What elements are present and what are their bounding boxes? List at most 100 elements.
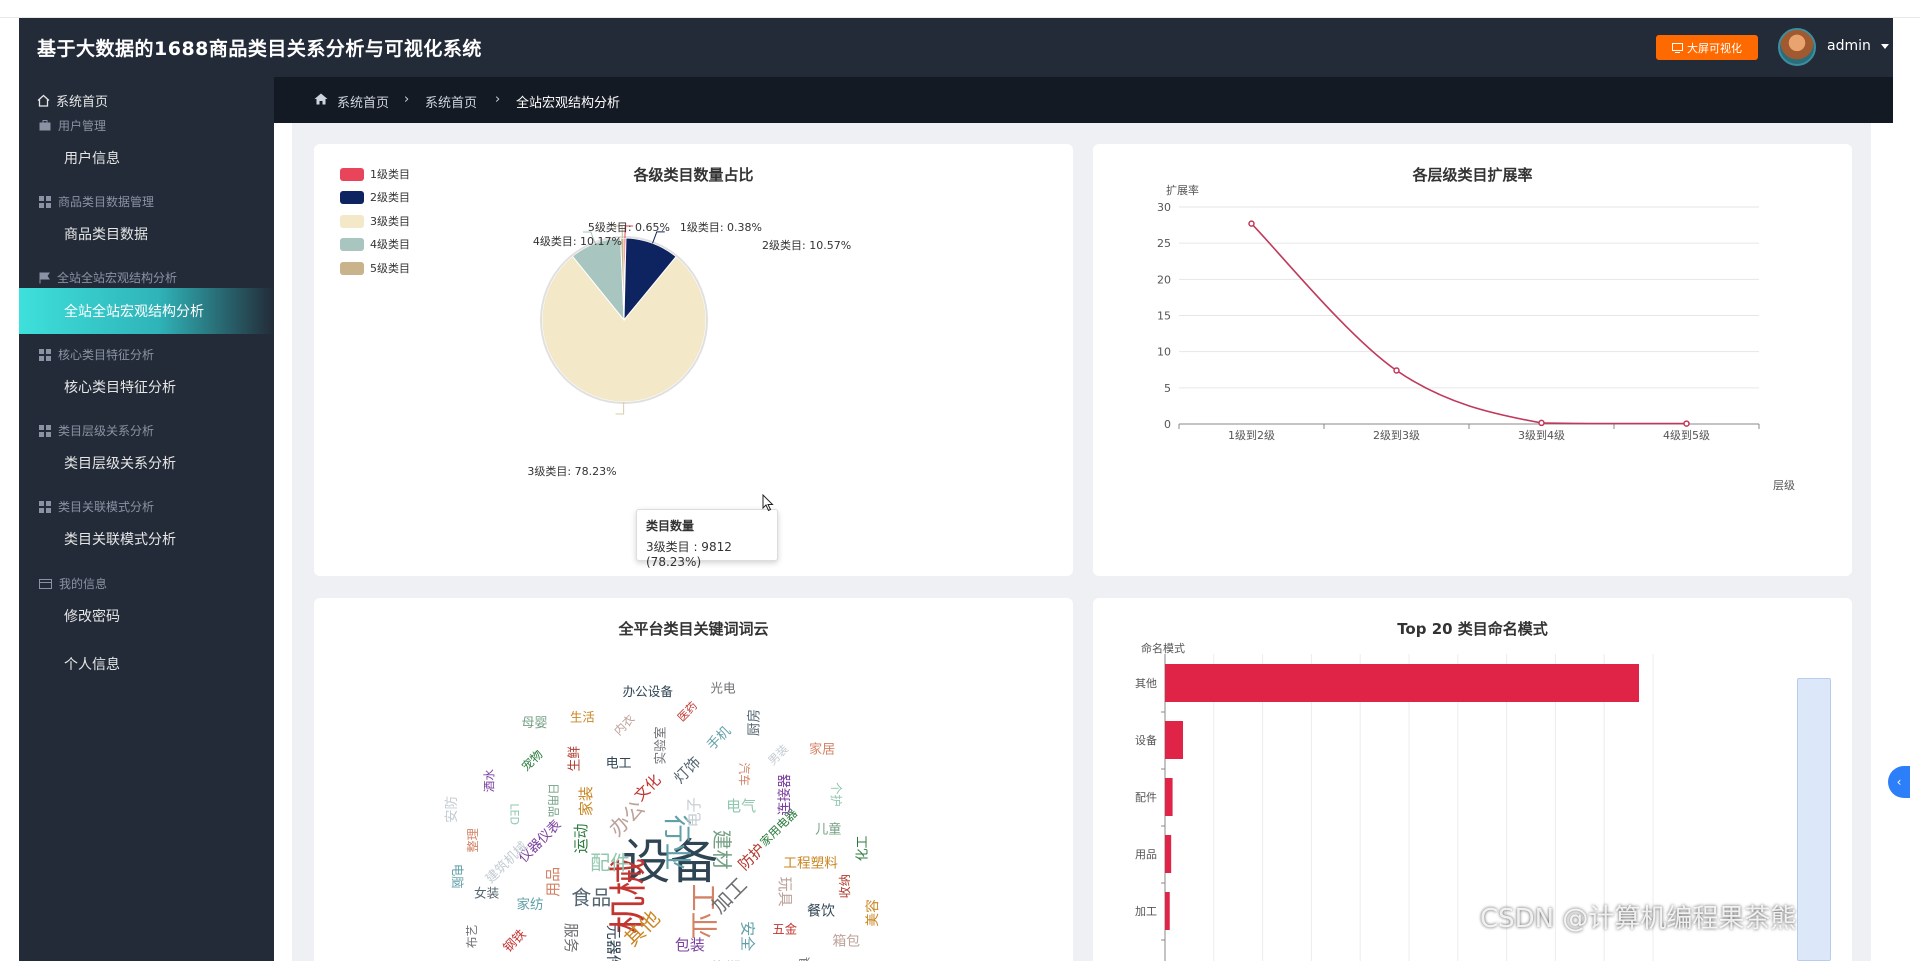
wordcloud-word[interactable]: 女装 [474,885,500,900]
pie-slice-5[interactable] [620,237,625,321]
wordcloud-word[interactable]: 餐饮 [807,904,835,920]
bar-配件[interactable] [1165,778,1173,816]
wordcloud-word[interactable]: 建材 [710,830,734,870]
wordcloud-word[interactable]: 生鲜 [567,746,582,772]
wordcloud-word[interactable]: 包装 [675,936,705,954]
sidebar-item-user-info[interactable]: 用户信息 [64,151,120,167]
sidebar-item-core-analysis[interactable]: 核心类目特征分析 [64,380,176,396]
pie-chart[interactable]: 1级类目: 0.38% 2级类目: 10.57% 3级类目: 78.23% 4级… [314,144,1073,576]
wordcloud-word[interactable]: 食品 [571,885,611,909]
wordcloud-word[interactable]: 五金 [772,922,797,937]
line-point[interactable] [1683,420,1690,427]
wordcloud-word[interactable]: 元器件 [604,925,622,961]
breadcrumb-item[interactable]: 系统首页 [337,96,390,111]
chevron-left-icon[interactable]: ‹ [1888,766,1910,798]
breadcrumb-item[interactable]: 系统首页 [425,96,478,111]
legend-item[interactable]: 5级类目 [340,260,410,276]
wordcloud-word[interactable]: 电气 [726,797,756,815]
bar-加工[interactable] [1165,892,1170,930]
wordcloud-word[interactable]: 男装 [765,742,791,768]
wordcloud-word[interactable]: 安全 [739,921,757,951]
bar-用品[interactable] [1165,835,1172,873]
wordcloud-word[interactable]: 玩具 [776,877,794,907]
wordcloud-word[interactable]: 布艺 [465,925,479,949]
wordcloud-word[interactable]: 电子 [685,797,703,827]
bigscreen-button[interactable]: 大屏可视化 [1656,35,1758,60]
line-point[interactable] [1248,220,1255,227]
sidebar-item-association-analysis[interactable]: 类目关联模式分析 [64,532,176,548]
wordcloud-word[interactable]: 机械 [607,858,651,934]
wordcloud-word[interactable]: 行业 [661,815,694,871]
caret-down-icon[interactable] [1881,44,1889,49]
wordcloud-word[interactable]: 日用品 [546,783,560,817]
wordcloud-word[interactable]: 服务 [562,923,580,953]
wordcloud-word[interactable]: 生活 [570,709,595,724]
wordcloud-word[interactable]: 宠物 [519,747,546,774]
wordcloud-word[interactable]: LED [507,803,520,825]
wordcloud-word[interactable]: 个护 [829,782,843,806]
wordcloud-word[interactable]: 配件 [590,851,630,875]
sidebar-item-home[interactable]: 系统首页 [19,77,274,123]
wordcloud-word[interactable]: 手机 [704,723,735,754]
grid-icon [39,195,51,208]
sidebar-item-change-password[interactable]: 修改密码 [64,609,120,625]
user-avatar[interactable] [1778,28,1816,66]
wordcloud-word[interactable]: 电工 [606,756,632,771]
wordcloud-word[interactable]: 家装 [577,786,595,816]
line-y-tick-label: 0 [1164,418,1171,431]
line-chart[interactable]: 扩展率 层级 0 5 10 15 20 25 30 1级到2级 2级到3级 3级到4级 4级到5级 [1093,144,1852,576]
wordcloud-word[interactable]: 家纺 [517,896,544,913]
wordcloud-word[interactable]: 钢铁 [501,927,530,956]
line-point[interactable] [1393,367,1400,374]
wordcloud-word[interactable]: 工业 [686,883,719,939]
wordcloud-word[interactable]: 安防 [444,796,460,823]
sidebar-group-label: 用户管理 [58,119,107,133]
browser-top-strip [0,0,1920,18]
wordcloud-word[interactable]: 儿童 [815,821,841,838]
legend-item[interactable]: 1级类目 [340,166,410,182]
wordcloud-word[interactable]: 仪器仪表 [516,817,565,866]
word-cloud[interactable]: 设备机械行业工业配件建材其他办公加工食品电子包装运动防护元器件文化安全用品电气照… [314,598,1073,961]
bar-设备[interactable] [1165,721,1184,759]
pie-leader-line [615,401,625,415]
wordcloud-word[interactable]: 内衣 [611,712,638,739]
legend-item[interactable]: 2级类目 [340,189,410,205]
wordcloud-word[interactable]: 厨房 [746,709,762,736]
wordcloud-word[interactable]: 用品 [544,867,562,897]
line-point[interactable] [1538,419,1545,427]
wordcloud-word[interactable]: 皮具 [798,957,811,961]
wordcloud-word[interactable]: 电脑 [450,864,464,889]
legend-item[interactable]: 3级类目 [340,213,410,229]
wordcloud-word[interactable]: 收纳 [838,874,852,898]
wordcloud-word[interactable]: 设备 [622,834,718,890]
wordcloud-word[interactable]: 箱包 [832,934,860,950]
bigscreen-label: 大屏可视化 [1687,41,1742,55]
wordcloud-word[interactable]: 汽车 [737,762,751,786]
wordcloud-word[interactable]: 运动 [572,823,590,853]
wordcloud-word[interactable]: 橡塑 [711,959,741,961]
wordcloud-word[interactable]: 医药 [675,699,700,724]
legend-item[interactable]: 4级类目 [340,236,410,252]
wordcloud-word[interactable]: 母婴 [522,716,548,731]
wordcloud-word[interactable]: 办公设备 [623,684,674,699]
legend-swatch [340,214,364,228]
wordcloud-word[interactable]: 灯饰 [670,753,704,787]
wordcloud-word[interactable]: 整理 [465,828,480,852]
sidebar-item-hierarchy-analysis[interactable]: 类目层级关系分析 [64,456,176,472]
username[interactable]: admin [1827,38,1871,54]
bar-其他[interactable] [1165,664,1639,702]
sidebar-item-profile[interactable]: 个人信息 [64,657,120,673]
wordcloud-word[interactable]: 工程塑料 [783,855,838,871]
wordcloud-word[interactable]: 光电 [710,681,736,696]
wordcloud-word[interactable]: 酒水 [482,769,496,793]
datazoom-slider[interactable] [1797,678,1831,961]
wordcloud-word[interactable]: 家居 [809,741,835,757]
wordcloud-word[interactable]: 化工 [856,835,871,861]
wordcloud-word[interactable]: 连接器 [776,774,793,816]
sidebar-item-macro-analysis[interactable]: 全站全站宏观结构分析 [19,288,274,334]
wordcloud-word[interactable]: 实验室 [653,726,668,764]
id-card-icon [39,578,52,589]
sidebar-item-category-data[interactable]: 商品类目数据 [64,227,148,243]
wordcloud-word[interactable]: 美容 [864,899,881,927]
